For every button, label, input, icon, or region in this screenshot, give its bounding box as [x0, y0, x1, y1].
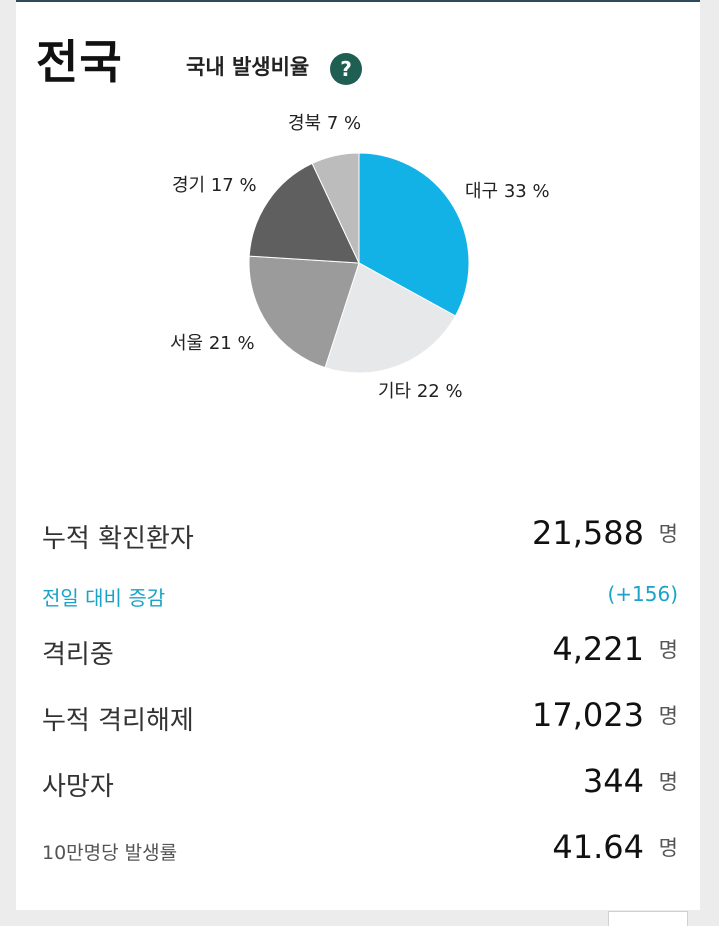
- pie-slice-경북: [311, 152, 360, 264]
- incidence-unit: 명: [658, 836, 678, 860]
- isolating-label: 격리중: [42, 640, 114, 670]
- pie-slices: [248, 152, 470, 374]
- deaths-label: 사망자: [42, 772, 114, 802]
- isolating-value: 4,221: [552, 630, 644, 668]
- delta-label: 전일 대비 증감: [42, 586, 166, 610]
- incidence-label: 10만명당 발생률: [42, 842, 178, 864]
- released-label: 누적 격리해제: [42, 706, 194, 736]
- stat-row-incidence: 10만명당 발생률 41.64 명: [42, 822, 678, 882]
- pie-label-seoul: 서울 21 %: [170, 333, 255, 354]
- confirmed-label: 누적 확진환자: [42, 524, 194, 554]
- pie-slice-경기: [248, 162, 360, 264]
- pie-label-gyeongbuk: 경북 7 %: [288, 113, 361, 134]
- confirmed-unit: 명: [658, 522, 678, 546]
- stat-row-delta: 전일 대비 증감 (+156): [42, 568, 678, 624]
- pie-slice-서울: [248, 255, 360, 369]
- confirmed-value: 21,588: [532, 514, 644, 552]
- released-value: 17,023: [532, 696, 644, 734]
- pie-label-daegu: 대구 33 %: [465, 181, 550, 202]
- released-unit: 명: [658, 704, 678, 728]
- incidence-value: 41.64: [552, 828, 644, 866]
- chart-subtitle: 국내 발생비율: [186, 55, 310, 79]
- page-title: 전국: [36, 35, 123, 89]
- deaths-value: 344: [582, 762, 644, 800]
- pie-slice-대구: [358, 152, 470, 317]
- stat-row-released: 누적 격리해제 17,023 명: [42, 690, 678, 750]
- delta-value: (+156): [607, 582, 678, 606]
- pie-label-gyeonggi: 경기 17 %: [172, 175, 257, 196]
- deaths-unit: 명: [658, 770, 678, 794]
- stat-row-isolating: 격리중 4,221 명: [42, 624, 678, 684]
- top-divider: [16, 0, 700, 2]
- stat-row-deaths: 사망자 344 명: [42, 756, 678, 816]
- bottom-tab-button[interactable]: [608, 911, 688, 926]
- stats-table: 누적 확진환자 21,588 명 전일 대비 증감 (+156) 격리중 4,2…: [42, 508, 678, 882]
- isolating-unit: 명: [658, 638, 678, 662]
- question-icon[interactable]: ?: [330, 53, 362, 85]
- pie-slice-기타: [324, 262, 457, 374]
- stat-row-confirmed: 누적 확진환자 21,588 명: [42, 508, 678, 568]
- pie-label-other: 기타 22 %: [378, 381, 463, 402]
